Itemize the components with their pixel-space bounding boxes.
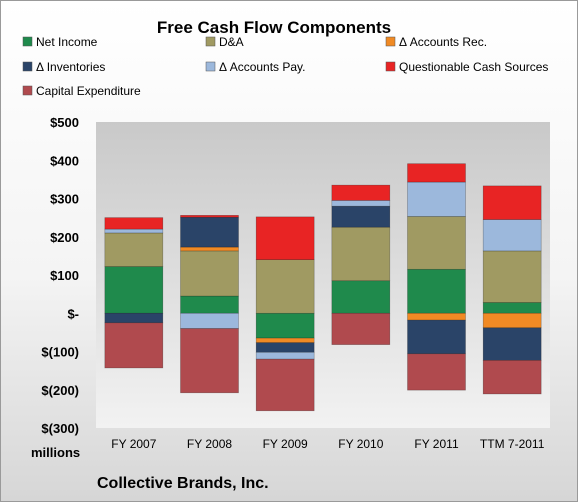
- bar-inventories-fy-2008: [180, 216, 239, 248]
- x-tick-label: TTM 7-2011: [480, 437, 545, 451]
- bars: [104, 163, 542, 412]
- legend-swatch-accounts-pay: [205, 61, 216, 72]
- legend-label-accounts-rec: Δ Accounts Rec.: [399, 35, 487, 49]
- legend-label-questionable-cash-sources: Questionable Cash Sources: [399, 60, 548, 74]
- x-tick-label: FY 2010: [338, 437, 383, 451]
- bar-net-income-fy-2007: [104, 266, 164, 314]
- legend-label-d-a: D&A: [219, 35, 244, 49]
- legend-label-accounts-pay: Δ Accounts Pay.: [219, 60, 306, 74]
- legend-label-capital-expenditure: Capital Expenditure: [36, 84, 141, 98]
- bar-questionable-cash-sources-fy-2010: [331, 184, 391, 201]
- bar-inventories-fy-2010: [331, 205, 391, 228]
- bar-inventories-fy-2009: [255, 342, 315, 353]
- bar-capital-expenditure-ttm-7-2011: [482, 359, 542, 395]
- legend-swatch-questionable-cash-sources: [385, 61, 396, 72]
- bar-net-income-fy-2010: [331, 280, 391, 314]
- bar-questionable-cash-sources-fy-2008: [180, 215, 239, 218]
- bar-d-a-fy-2007: [104, 232, 164, 267]
- y-tick-label: $500: [50, 115, 79, 130]
- chart-title: Free Cash Flow Components: [157, 18, 391, 37]
- bar-accounts-rec-fy-2009: [255, 337, 315, 344]
- bar-accounts-rec-fy-2008: [180, 246, 239, 252]
- bar-accounts-pay-fy-2010: [331, 200, 391, 207]
- bar-net-income-fy-2008: [180, 295, 239, 314]
- bar-accounts-pay-ttm-7-2011: [482, 219, 542, 252]
- bar-inventories-fy-2011: [407, 319, 466, 355]
- bar-questionable-cash-sources-fy-2007: [104, 217, 164, 230]
- bar-capital-expenditure-fy-2007: [104, 322, 164, 369]
- y-tick-label: $200: [50, 230, 79, 245]
- bar-capital-expenditure-fy-2008: [180, 328, 239, 394]
- bar-accounts-pay-fy-2007: [104, 228, 164, 234]
- bar-accounts-rec-fy-2011: [407, 312, 466, 321]
- bar-d-a-ttm-7-2011: [482, 250, 542, 303]
- bar-questionable-cash-sources-fy-2009: [255, 216, 315, 261]
- bar-net-income-fy-2011: [407, 268, 466, 314]
- bar-accounts-pay-fy-2009: [255, 351, 315, 360]
- bar-inventories-fy-2007: [104, 312, 164, 324]
- legend-swatch-d-a: [205, 36, 216, 47]
- unit-label: millions: [31, 445, 80, 460]
- x-tick-label: FY 2008: [187, 437, 232, 451]
- y-tick-label: $-: [67, 306, 79, 321]
- bar-net-income-fy-2009: [255, 312, 315, 339]
- legend-label-inventories: Δ Inventories: [36, 60, 105, 74]
- bar-accounts-rec-ttm-7-2011: [482, 312, 542, 329]
- bar-questionable-cash-sources-fy-2011: [407, 163, 466, 183]
- legend-swatch-net-income: [22, 36, 33, 47]
- x-tick-label: FY 2007: [111, 437, 156, 451]
- plot-area: [96, 122, 550, 428]
- y-tick-label: $(300): [41, 421, 79, 436]
- bar-d-a-fy-2011: [407, 216, 466, 270]
- bar-accounts-pay-fy-2011: [407, 181, 466, 217]
- bar-d-a-fy-2008: [180, 250, 239, 297]
- bar-net-income-ttm-7-2011: [482, 302, 542, 314]
- legend-swatch-capital-expenditure: [22, 85, 33, 96]
- x-tick-label: FY 2009: [263, 437, 308, 451]
- bar-capital-expenditure-fy-2011: [407, 353, 466, 391]
- x-tick-label: FY 2011: [414, 437, 459, 451]
- y-tick-label: $100: [50, 268, 79, 283]
- legend-swatch-inventories: [22, 61, 33, 72]
- legend-swatch-accounts-rec: [385, 36, 396, 47]
- bar-questionable-cash-sources-ttm-7-2011: [482, 185, 542, 220]
- y-axis: $500 $400 $300 $200 $100 $- $(100) $(200) $(300): [41, 115, 79, 436]
- y-tick-label: $400: [50, 153, 79, 168]
- company-name: Collective Brands, Inc.: [97, 475, 269, 492]
- y-tick-label: $300: [50, 192, 79, 207]
- y-tick-label: $(200): [41, 383, 79, 398]
- x-axis: FY 2007 FY 2008 FY 2009 FY 2010 FY 2011 TTM 7…: [111, 437, 544, 451]
- bar-d-a-fy-2010: [331, 226, 391, 282]
- legend-label-net-income: Net Income: [36, 35, 98, 49]
- legend: Net Income D&A Δ Accounts Rec. Δ Inventorie…: [22, 35, 548, 98]
- y-tick-label: $(100): [41, 345, 79, 360]
- bar-accounts-pay-fy-2008: [180, 312, 239, 329]
- bar-inventories-ttm-7-2011: [482, 327, 542, 361]
- bar-capital-expenditure-fy-2010: [331, 312, 391, 345]
- bar-capital-expenditure-fy-2009: [255, 358, 315, 412]
- bar-d-a-fy-2009: [255, 259, 315, 314]
